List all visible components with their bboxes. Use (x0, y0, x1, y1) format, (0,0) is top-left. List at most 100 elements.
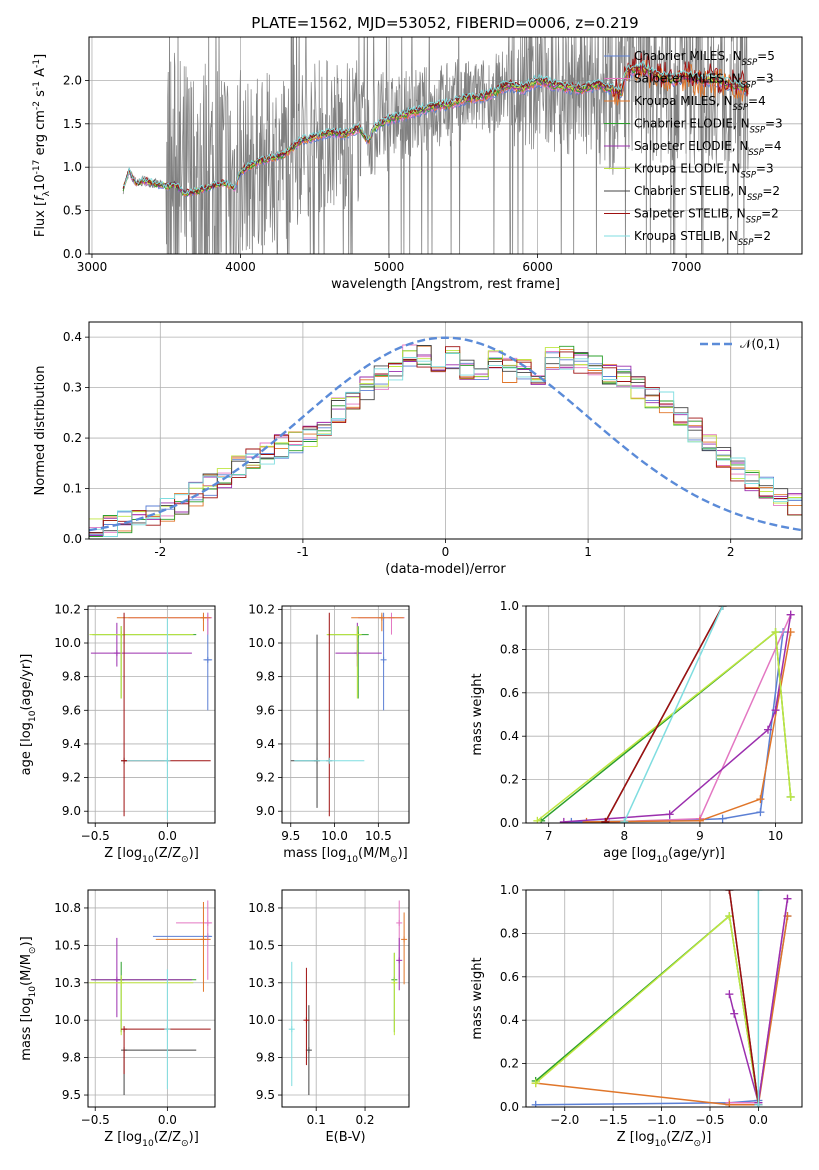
x-tick-label: 3000 (77, 260, 108, 274)
y-tick-label: 9.5 (256, 1088, 275, 1102)
y-tick-label: 9.6 (256, 703, 275, 717)
axes-frame (281, 605, 410, 824)
weight-line-salp_stelib (604, 606, 724, 823)
x-axis-label: Z [log10(Z/Z⊙)] (104, 846, 199, 865)
weight-line-salp_elodie (563, 614, 792, 823)
x-axis-label: Z [log10(Z/Z⊙)] (617, 1130, 712, 1149)
y-tick-label: 9.0 (256, 804, 275, 818)
weight-line-salp_elodie (728, 898, 789, 1103)
y-axis-label: mass weight (470, 957, 485, 1039)
weight-line-chab_miles (571, 631, 784, 823)
x-tick-label: 10 (768, 829, 783, 843)
y-tick-label: 10.3 (54, 976, 81, 990)
y-tick-label: 1.0 (500, 883, 519, 897)
y-tick-label: 0.2 (500, 773, 519, 787)
legend-label-salp_stelib: Salpeter STELIB, NSSP=2 (634, 207, 779, 225)
x-tick-label: −1.0 (647, 1113, 676, 1127)
y-tick-label: 0.4 (63, 330, 82, 344)
x-tick-label: 4000 (225, 260, 256, 274)
x-axis-label: E(B-V) (325, 1130, 365, 1145)
x-axis-label: mass [log10(M/M⊙)] (283, 846, 407, 865)
x-tick-label: 7000 (671, 260, 702, 274)
axes-frame (87, 605, 216, 824)
legend-label-chab_stelib: Chabrier STELIB, NSSP=2 (634, 184, 780, 202)
y-tick-label: 9.6 (62, 703, 81, 717)
legend-label-chab_miles: Chabrier MILES, NSSP=5 (634, 49, 775, 67)
plot-area (88, 606, 215, 823)
y-tick-label: 1.0 (63, 160, 82, 174)
model-line-salp_miles (122, 69, 749, 197)
y-tick-label: 10.0 (248, 636, 275, 650)
y-tick-label: 10.2 (54, 602, 81, 616)
x-tick-label: 9 (696, 829, 704, 843)
weight-line-salp_stelib (728, 890, 760, 1105)
x-axis-label: (data-model)/error (385, 562, 506, 577)
y-tick-label: 9.5 (62, 1088, 81, 1102)
y-axis-label: age [log10(age/yr)] (19, 654, 38, 776)
x-tick-label: −2.0 (550, 1113, 579, 1127)
axes-frame (87, 889, 216, 1108)
y-tick-label: 0.0 (63, 532, 82, 546)
x-tick-label: 0.0 (749, 1113, 768, 1127)
plot-area (88, 890, 215, 1107)
axes-age_vs_Z: −0.5 0.0 9.0 9.2 9.4 9.6 9.8 10.0 10.2 Z [log10(Z… (19, 602, 216, 865)
y-axis-label: mass [log10(M/M⊙)] (19, 936, 38, 1060)
y-tick-label: 9.4 (62, 737, 81, 751)
y-tick-label: 9.2 (62, 771, 81, 785)
legend-label-salp_miles: Salpeter MILES, NSSP=3 (634, 72, 774, 90)
x-tick-label: 0.1 (307, 1113, 326, 1127)
weight-line-krou_miles (586, 631, 792, 823)
y-axis-label: mass weight (470, 673, 485, 755)
y-tick-label: 0.0 (500, 1100, 519, 1114)
y-tick-label: 10.5 (248, 938, 275, 952)
y-tick-label: 9.4 (256, 737, 275, 751)
y-tick-label: 10.0 (54, 636, 81, 650)
y-tick-label: 9.8 (256, 670, 275, 684)
y-tick-label: 1.0 (500, 599, 519, 613)
x-tick-label: 6000 (522, 260, 553, 274)
axes-frame (88, 321, 803, 540)
weight-line-chab_elodie (535, 914, 760, 1105)
y-tick-label: 10.5 (54, 938, 81, 952)
legend-label-krou_miles: Kroupa MILES, NSSP=4 (634, 94, 766, 112)
normal-reference-curve (89, 336, 802, 532)
x-tick-label: 8 (620, 829, 628, 843)
y-tick-label: 9.0 (62, 804, 81, 818)
y-tick-label: 9.8 (62, 1051, 81, 1065)
y-tick-label: 10.2 (248, 602, 275, 616)
y-tick-label: 0.8 (500, 642, 519, 656)
y-tick-label: 9.2 (256, 771, 275, 785)
x-tick-label: 0.0 (158, 829, 177, 843)
legend: Chabrier MILES, NSSP=5 Salpeter MILES, NS… (604, 49, 783, 247)
x-axis-label: Z [log10(Z/Z⊙)] (104, 1130, 199, 1149)
x-tick-label: 0.0 (158, 1113, 177, 1127)
model-line-krou_stelib (122, 60, 749, 195)
plot-area (89, 322, 802, 539)
y-tick-label: 0.4 (500, 729, 519, 743)
x-tick-label: 7 (545, 829, 553, 843)
legend-label-krou_elodie: Kroupa ELODIE, NSSP=3 (634, 162, 774, 180)
y-tick-label: 0.0 (63, 247, 82, 261)
legend-label-salp_elodie: Salpeter ELODIE, NSSP=4 (634, 139, 782, 157)
plot-area (526, 606, 802, 823)
axes-age_vs_mass: 9.5 10.0 10.5 9.0 9.2 9.4 9.6 9.8 10.0 10.2 mass [… (248, 602, 410, 865)
y-tick-label: 0.1 (63, 482, 82, 496)
y-tick-label: 0.0 (500, 816, 519, 830)
y-tick-label: 0.2 (63, 431, 82, 445)
y-tick-label: 0.6 (500, 970, 519, 984)
axes-mass_vs_ebv: 0.1 0.2 9.5 9.8 10.0 10.3 10.5 10.8 E(B-V) (248, 889, 410, 1145)
x-tick-label: −0.5 (81, 829, 110, 843)
y-tick-label: 0.8 (500, 926, 519, 940)
x-tick-label: −0.5 (695, 1113, 724, 1127)
y-tick-label: 0.2 (500, 1057, 519, 1071)
axes-frame (88, 36, 803, 255)
x-tick-label: 2 (727, 545, 735, 559)
weight-line-krou_stelib (623, 606, 724, 823)
y-tick-label: 2.0 (63, 73, 82, 87)
x-axis-label: wavelength [Angstrom, rest frame] (331, 277, 560, 292)
plot-area (282, 606, 409, 823)
x-tick-label: -2 (154, 545, 166, 559)
plot-area (526, 890, 802, 1107)
legend-label-normal: 𝒩(0,1) (740, 337, 780, 351)
